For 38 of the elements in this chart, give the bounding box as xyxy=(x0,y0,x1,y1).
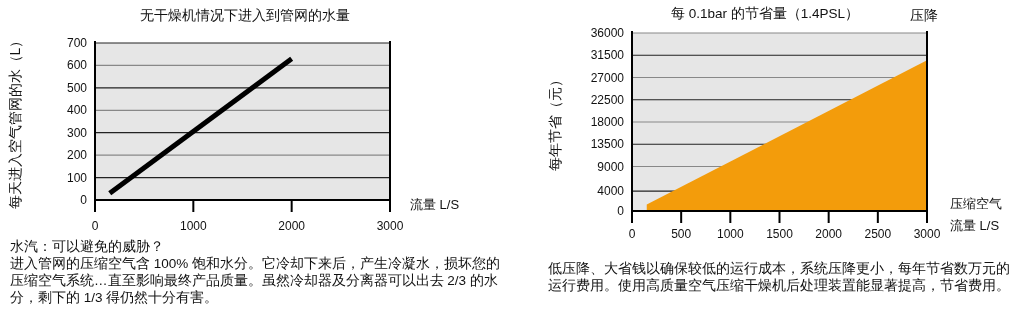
y-tick-label: 13500 xyxy=(590,137,625,152)
y-tick-label: 36000 xyxy=(590,26,625,40)
text: 水汽：可以避免的威胁？ xyxy=(10,238,165,255)
chart-title: 每 0.1bar 的节省量（1.4PSL） xyxy=(670,6,860,21)
x-tick-label: 3000 xyxy=(913,227,941,241)
y-tick-label: 0 xyxy=(80,193,88,207)
y-tick-label: 18000 xyxy=(590,115,625,129)
y-tick-label: 600 xyxy=(66,58,88,73)
text: 低压降、大省钱以确保较低的运行成本，系统压降更小，每年节省数万元的运行费用。使用高质量空气压缩干燥机后处理装置能显著提高，节省费用。 xyxy=(548,260,1010,294)
y-tick-label: 400 xyxy=(66,103,88,118)
x-tick-label: 1000 xyxy=(179,219,207,233)
x-tick-label: 500 xyxy=(671,227,692,241)
x-axis-title: 压缩空气流量 L/S xyxy=(950,195,1003,235)
y-tick-label: 22500 xyxy=(590,92,625,107)
y-tick-label: 700 xyxy=(66,36,88,50)
x-tick-label: 2000 xyxy=(815,227,843,241)
x-tick-label: 3000 xyxy=(376,219,404,233)
x-axis-title: 流量 L/S xyxy=(410,196,461,214)
text: 进入管网的压缩空气含 100% 饱和水分。它冷却下来后，产生冷凝水，损坏您的压缩空气系统…直至影响最终产品质量。虽然冷却器及分离器可以出去 2/3 的水分，剩下的 1/3 得仍然十分有害。 xyxy=(10,255,502,306)
x-tick-label: 0 xyxy=(628,227,636,241)
y-tick-label: 100 xyxy=(66,170,88,185)
y-tick-label: 200 xyxy=(66,148,88,163)
y-tick-label: 500 xyxy=(66,80,88,95)
x-tick-label: 0 xyxy=(91,219,99,233)
y-tick-label: 4000 xyxy=(597,184,625,199)
x-tick-label: 2500 xyxy=(864,227,892,241)
text: 压降 xyxy=(910,8,938,23)
y-axis-title: 每年节省（元） xyxy=(547,73,563,171)
y-tick-label: 31500 xyxy=(590,48,625,63)
y-tick-label: 0 xyxy=(617,204,625,218)
y-axis-title: 每天进入空气管网的水（L） xyxy=(7,33,23,210)
x-tick-label: 1500 xyxy=(766,227,794,241)
y-tick-label: 9000 xyxy=(597,159,625,174)
y-tick-label: 27000 xyxy=(590,70,625,85)
x-tick-label: 1000 xyxy=(716,227,744,241)
x-tick-label: 2000 xyxy=(278,219,306,233)
y-tick-label: 300 xyxy=(66,125,88,140)
chart-title: 无干燥机情况下进入到管网的水量 xyxy=(140,8,350,23)
